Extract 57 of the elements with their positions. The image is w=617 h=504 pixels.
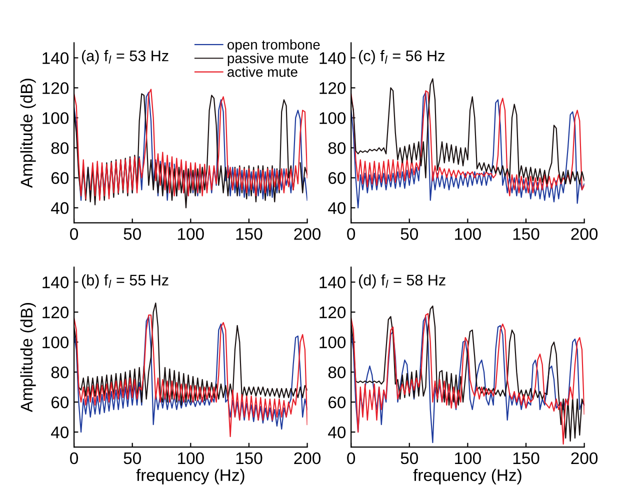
x-tick-label: 150 (236, 452, 262, 464)
y-axis-title: Amplitude (dB) (20, 303, 36, 412)
x-tick-label: 200 (571, 452, 598, 464)
x-tick-label: 0 (347, 452, 356, 464)
y-tick-label: 120 (320, 306, 346, 318)
y-tick-label: 80 (328, 142, 346, 154)
y-tick-label: 40 (328, 202, 346, 214)
x-tick-label: 0 (70, 228, 78, 240)
y-tick-label: 40 (51, 426, 69, 438)
y-tick-label: 140 (42, 52, 69, 64)
y-tick-label: 100 (320, 112, 346, 124)
chart-title: (c) f$_{l}$ = 56 Hz (359, 50, 444, 64)
x-tick-label: 50 (400, 228, 418, 240)
x-tick-label: 100 (178, 452, 204, 464)
x-tick-label: 200 (571, 228, 598, 240)
y-tick-label: 60 (51, 396, 69, 408)
y-tick-label: 80 (328, 366, 346, 378)
line-series (74, 302, 308, 406)
y-tick-label: 80 (51, 142, 69, 154)
y-axis-title: Amplitude (dB) (20, 78, 36, 188)
x-tick-label: 50 (400, 452, 418, 464)
chart-title: (d) f$_{l}$ = 58 Hz (359, 274, 446, 289)
x-tick-label: 150 (513, 452, 540, 464)
x-tick-label: 0 (70, 452, 78, 464)
x-tick-label: 150 (513, 228, 540, 240)
y-tick-label: 60 (328, 172, 346, 184)
x-tick-label: 0 (347, 228, 356, 240)
line-series (351, 78, 584, 184)
x-tick-label: 100 (455, 452, 481, 464)
y-tick-label: 140 (320, 276, 346, 288)
legend-label: active mute (228, 66, 298, 77)
x-tick-label: 50 (124, 452, 141, 464)
y-tick-label: 100 (42, 336, 69, 348)
chart-title: (b) f$_{l}$ = 55 Hz (82, 274, 168, 289)
x-tick-label: 150 (236, 228, 262, 240)
legend-label: open trombone (228, 39, 320, 52)
x-tick-label: 50 (124, 228, 141, 240)
y-tick-label: 120 (42, 82, 69, 94)
y-tick-label: 100 (42, 112, 69, 124)
x-tick-label: 100 (178, 228, 204, 240)
y-tick-label: 80 (51, 366, 69, 378)
y-tick-label: 140 (42, 276, 69, 288)
x-axis-title: frequency (Hz) (413, 468, 522, 484)
y-tick-label: 120 (320, 82, 346, 94)
x-tick-label: 200 (294, 228, 321, 240)
y-tick-label: 100 (320, 336, 346, 348)
y-tick-label: 40 (328, 426, 346, 438)
legend-label: passive mute (228, 53, 308, 66)
y-tick-label: 60 (51, 172, 69, 184)
y-tick-label: 40 (51, 202, 69, 214)
chart-title: (a) f$_{l}$ = 53 Hz (82, 50, 168, 64)
x-tick-label: 100 (455, 228, 481, 240)
x-axis-title: frequency (Hz) (136, 468, 244, 484)
y-tick-label: 140 (320, 52, 346, 64)
x-tick-label: 200 (294, 452, 321, 464)
y-tick-label: 60 (328, 396, 346, 408)
y-tick-label: 120 (42, 306, 69, 318)
